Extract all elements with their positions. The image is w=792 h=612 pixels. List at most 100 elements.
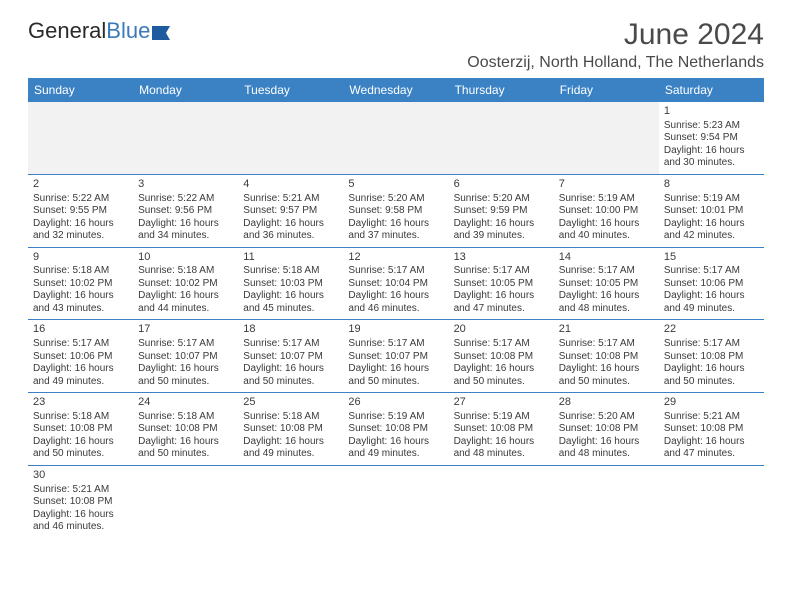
day-number: 25 [243,396,338,410]
cell-d2: and 48 minutes. [454,448,549,461]
cell-d1: Daylight: 16 hours [138,290,233,303]
cell-ss: Sunset: 10:07 PM [138,351,233,364]
cell-d1: Daylight: 16 hours [454,218,549,231]
cell-d1: Daylight: 16 hours [348,436,443,449]
cell-sr: Sunrise: 5:17 AM [348,338,443,351]
cell-ss: Sunset: 10:08 PM [138,423,233,436]
cell-sr: Sunrise: 5:18 AM [33,265,128,278]
cell-ss: Sunset: 10:08 PM [243,423,338,436]
cell-ss: Sunset: 10:07 PM [243,351,338,364]
calendar-cell: 22Sunrise: 5:17 AMSunset: 10:08 PMDaylig… [659,320,764,393]
cell-d2: and 32 minutes. [33,230,128,243]
calendar-cell: 12Sunrise: 5:17 AMSunset: 10:04 PMDaylig… [343,247,448,320]
day-number: 1 [664,105,759,119]
calendar-cell: 7Sunrise: 5:19 AMSunset: 10:00 PMDayligh… [554,174,659,247]
cell-sr: Sunrise: 5:18 AM [138,411,233,424]
cell-ss: Sunset: 10:05 PM [559,278,654,291]
day-number: 28 [559,396,654,410]
cell-sr: Sunrise: 5:18 AM [138,265,233,278]
day-number: 24 [138,396,233,410]
day-header: Thursday [449,78,554,102]
day-number: 26 [348,396,443,410]
cell-d2: and 44 minutes. [138,303,233,316]
day-number: 20 [454,323,549,337]
cell-sr: Sunrise: 5:22 AM [33,193,128,206]
cell-sr: Sunrise: 5:23 AM [664,120,759,133]
day-header-row: SundayMondayTuesdayWednesdayThursdayFrid… [28,78,764,102]
calendar-cell-blank [343,102,448,174]
day-number: 11 [243,251,338,265]
cell-sr: Sunrise: 5:19 AM [454,411,549,424]
day-number: 21 [559,323,654,337]
calendar-cell: 8Sunrise: 5:19 AMSunset: 10:01 PMDayligh… [659,174,764,247]
day-number: 27 [454,396,549,410]
calendar-cell: 23Sunrise: 5:18 AMSunset: 10:08 PMDaylig… [28,393,133,466]
cell-d2: and 50 minutes. [33,448,128,461]
cell-d2: and 50 minutes. [559,376,654,389]
calendar-cell: 2Sunrise: 5:22 AMSunset: 9:55 PMDaylight… [28,174,133,247]
cell-ss: Sunset: 10:03 PM [243,278,338,291]
cell-d2: and 39 minutes. [454,230,549,243]
cell-d2: and 43 minutes. [33,303,128,316]
logo-text-2: Blue [106,18,150,44]
cell-sr: Sunrise: 5:17 AM [348,265,443,278]
logo-flag-icon [152,22,176,40]
day-number: 19 [348,323,443,337]
cell-d1: Daylight: 16 hours [664,436,759,449]
cell-ss: Sunset: 10:08 PM [454,423,549,436]
cell-d2: and 40 minutes. [559,230,654,243]
day-number: 14 [559,251,654,265]
cell-d1: Daylight: 16 hours [138,363,233,376]
cell-ss: Sunset: 9:56 PM [138,205,233,218]
day-number: 8 [664,178,759,192]
month-title: June 2024 [467,18,764,52]
cell-ss: Sunset: 9:55 PM [33,205,128,218]
calendar-cell-blank [343,465,448,537]
cell-ss: Sunset: 10:00 PM [559,205,654,218]
day-header: Sunday [28,78,133,102]
calendar-cell: 28Sunrise: 5:20 AMSunset: 10:08 PMDaylig… [554,393,659,466]
cell-d2: and 49 minutes. [243,448,338,461]
calendar-cell-blank [449,465,554,537]
calendar-cell: 21Sunrise: 5:17 AMSunset: 10:08 PMDaylig… [554,320,659,393]
calendar-cell: 14Sunrise: 5:17 AMSunset: 10:05 PMDaylig… [554,247,659,320]
cell-sr: Sunrise: 5:19 AM [559,193,654,206]
calendar-cell: 17Sunrise: 5:17 AMSunset: 10:07 PMDaylig… [133,320,238,393]
cell-d1: Daylight: 16 hours [243,218,338,231]
cell-sr: Sunrise: 5:18 AM [243,265,338,278]
cell-d2: and 46 minutes. [33,521,128,534]
cell-d1: Daylight: 16 hours [33,218,128,231]
cell-ss: Sunset: 10:08 PM [559,351,654,364]
cell-d1: Daylight: 16 hours [559,290,654,303]
cell-d1: Daylight: 16 hours [33,509,128,522]
calendar-cell: 13Sunrise: 5:17 AMSunset: 10:05 PMDaylig… [449,247,554,320]
cell-d1: Daylight: 16 hours [243,290,338,303]
cell-sr: Sunrise: 5:20 AM [559,411,654,424]
cell-d1: Daylight: 16 hours [454,363,549,376]
cell-d2: and 36 minutes. [243,230,338,243]
calendar-cell: 20Sunrise: 5:17 AMSunset: 10:08 PMDaylig… [449,320,554,393]
cell-d2: and 42 minutes. [664,230,759,243]
cell-sr: Sunrise: 5:17 AM [243,338,338,351]
calendar-cell: 27Sunrise: 5:19 AMSunset: 10:08 PMDaylig… [449,393,554,466]
cell-sr: Sunrise: 5:20 AM [454,193,549,206]
calendar-cell: 11Sunrise: 5:18 AMSunset: 10:03 PMDaylig… [238,247,343,320]
day-header: Monday [133,78,238,102]
day-number: 18 [243,323,338,337]
cell-sr: Sunrise: 5:17 AM [559,338,654,351]
day-number: 29 [664,396,759,410]
cell-d1: Daylight: 16 hours [664,145,759,158]
day-number: 17 [138,323,233,337]
cell-ss: Sunset: 10:08 PM [664,351,759,364]
cell-d1: Daylight: 16 hours [559,363,654,376]
cell-sr: Sunrise: 5:17 AM [664,265,759,278]
cell-d1: Daylight: 16 hours [559,218,654,231]
cell-sr: Sunrise: 5:19 AM [348,411,443,424]
cell-sr: Sunrise: 5:22 AM [138,193,233,206]
cell-d1: Daylight: 16 hours [138,436,233,449]
cell-ss: Sunset: 9:54 PM [664,132,759,145]
calendar-table: SundayMondayTuesdayWednesdayThursdayFrid… [28,78,764,538]
cell-d2: and 50 minutes. [138,448,233,461]
day-number: 22 [664,323,759,337]
calendar-cell: 30Sunrise: 5:21 AMSunset: 10:08 PMDaylig… [28,465,133,537]
